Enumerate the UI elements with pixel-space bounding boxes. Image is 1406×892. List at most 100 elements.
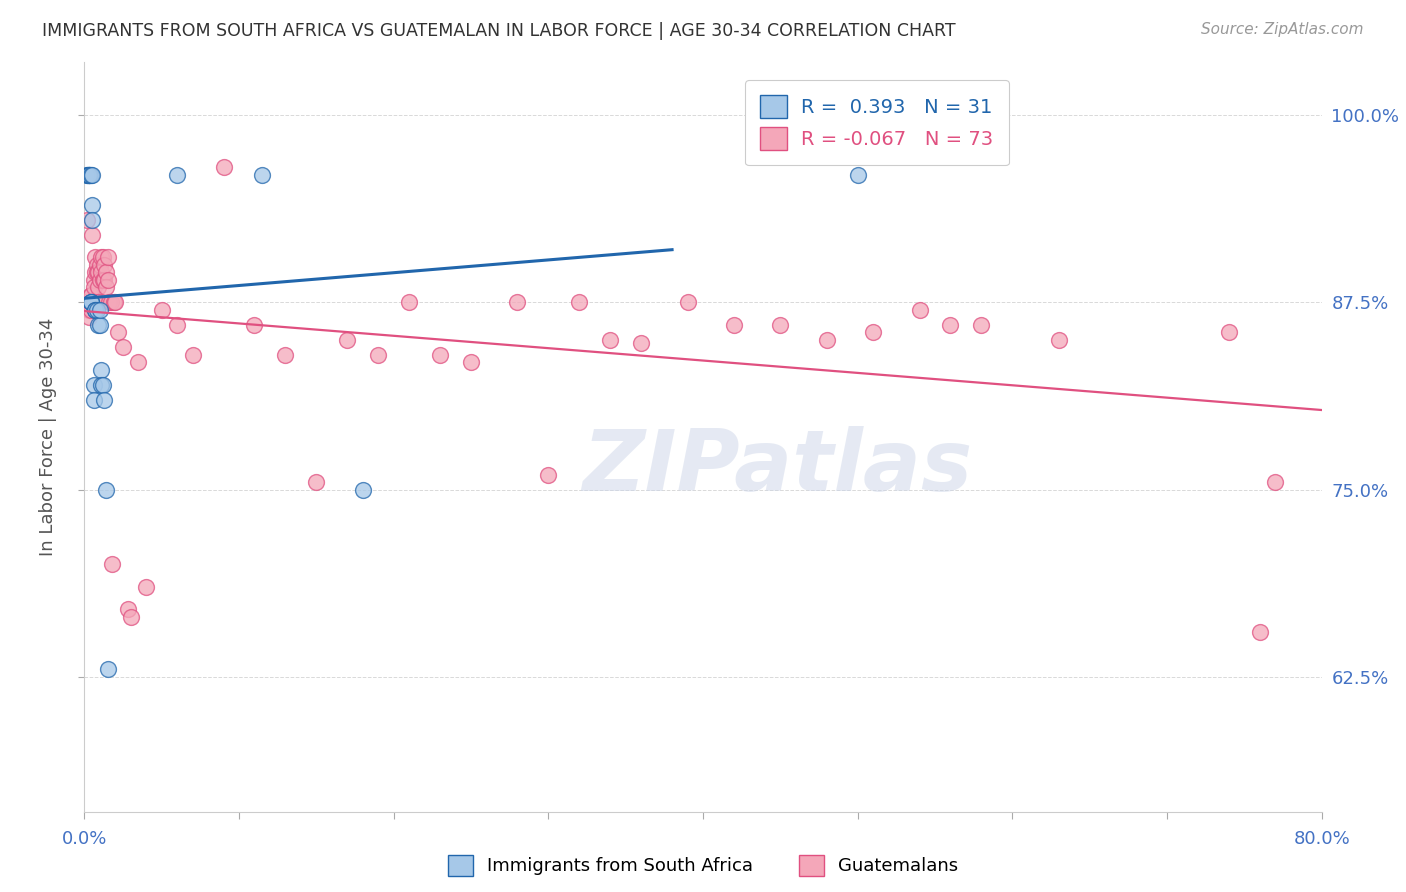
Point: [120, 610, 142, 624]
Point: [429, 348, 451, 362]
Point: [91, 273, 114, 287]
Point: [83, 295, 105, 310]
Point: [1218, 325, 1240, 339]
Text: 0.0%: 0.0%: [62, 830, 107, 848]
Point: [398, 295, 420, 310]
Point: [83, 377, 105, 392]
Point: [79, 295, 101, 310]
Point: [166, 168, 188, 182]
Point: [82, 295, 104, 310]
Point: [1047, 333, 1070, 347]
Point: [90, 362, 112, 376]
Point: [82, 227, 104, 242]
Legend: R =  0.393   N = 31, R = -0.067   N = 73: R = 0.393 N = 31, R = -0.067 N = 73: [745, 79, 1008, 165]
Point: [89, 302, 111, 317]
Point: [91, 250, 114, 264]
Point: [79, 168, 101, 182]
Legend: Immigrants from South Africa, Guatemalans: Immigrants from South Africa, Guatemalan…: [440, 847, 966, 883]
Point: [91, 377, 114, 392]
Point: [815, 333, 838, 347]
Point: [94, 280, 117, 294]
Point: [86, 302, 108, 317]
Point: [82, 168, 104, 182]
Point: [82, 198, 104, 212]
Point: [76, 168, 98, 182]
Point: [79, 295, 101, 310]
Point: [166, 318, 188, 332]
Point: [939, 318, 962, 332]
Point: [83, 392, 105, 407]
Point: [336, 333, 359, 347]
Point: [243, 318, 266, 332]
Point: [862, 325, 884, 339]
Point: [367, 348, 389, 362]
Point: [84, 302, 107, 317]
Point: [89, 273, 111, 287]
Point: [250, 168, 273, 182]
Point: [90, 265, 112, 279]
Point: [84, 250, 107, 264]
Point: [103, 295, 125, 310]
Point: [506, 295, 529, 310]
Point: [77, 310, 100, 325]
Point: [96, 250, 118, 264]
Point: [104, 295, 127, 310]
Point: [76, 212, 98, 227]
Point: [98, 295, 121, 310]
Point: [846, 168, 869, 182]
Text: IMMIGRANTS FROM SOUTH AFRICA VS GUATEMALAN IN LABOR FORCE | AGE 30-34 CORRELATIO: IMMIGRANTS FROM SOUTH AFRICA VS GUATEMAL…: [42, 22, 956, 40]
Point: [77, 168, 100, 182]
Point: [96, 662, 118, 676]
Point: [599, 333, 621, 347]
Point: [1264, 475, 1286, 489]
Point: [135, 580, 157, 594]
Point: [107, 325, 129, 339]
Point: [100, 295, 122, 310]
Point: [630, 335, 652, 350]
Point: [676, 295, 699, 310]
Point: [460, 355, 482, 369]
Point: [77, 168, 100, 182]
Point: [86, 265, 108, 279]
Point: [86, 258, 108, 272]
Point: [82, 212, 104, 227]
Point: [87, 280, 110, 294]
Point: [79, 295, 101, 310]
Point: [212, 161, 235, 175]
Point: [87, 318, 110, 332]
Point: [76, 168, 98, 182]
Text: Source: ZipAtlas.com: Source: ZipAtlas.com: [1201, 22, 1364, 37]
Point: [568, 295, 591, 310]
Point: [89, 318, 111, 332]
Point: [77, 295, 100, 310]
Point: [117, 602, 139, 616]
Point: [1249, 624, 1271, 639]
Point: [79, 287, 101, 301]
Point: [83, 280, 105, 294]
Point: [112, 340, 135, 354]
Point: [94, 265, 117, 279]
Point: [77, 168, 100, 182]
Point: [908, 302, 931, 317]
Point: [181, 348, 204, 362]
Point: [79, 287, 101, 301]
Point: [89, 258, 111, 272]
Point: [83, 273, 105, 287]
Point: [90, 377, 112, 392]
Text: ZIPatlas: ZIPatlas: [582, 425, 973, 508]
Point: [93, 273, 115, 287]
Point: [90, 250, 112, 264]
Point: [76, 295, 98, 310]
Point: [87, 295, 110, 310]
Point: [274, 348, 297, 362]
Point: [101, 558, 124, 572]
Point: [970, 318, 993, 332]
Point: [75, 295, 97, 310]
Point: [87, 265, 110, 279]
Point: [352, 483, 374, 497]
Point: [94, 483, 117, 497]
Point: [537, 467, 560, 482]
Point: [127, 355, 149, 369]
Point: [84, 265, 107, 279]
Point: [77, 168, 100, 182]
